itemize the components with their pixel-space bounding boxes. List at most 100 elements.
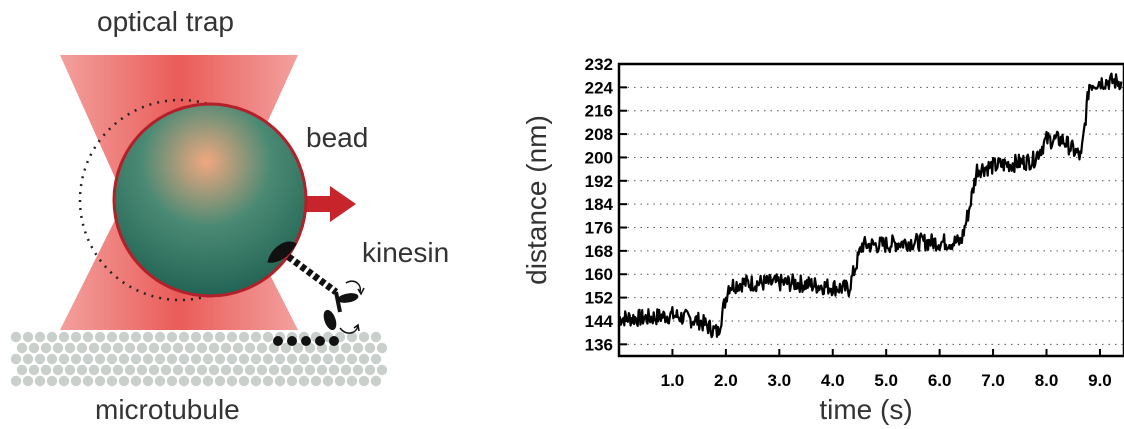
microtubule-subunit [118, 375, 130, 387]
microtubule-subunit [58, 353, 70, 365]
microtubule-subunit [82, 331, 94, 343]
microtubule-subunit [244, 342, 256, 354]
microtubule-subunit [106, 331, 118, 343]
chart: 136144152160168176184192200208216224232 … [585, 55, 1124, 390]
microtubule-subunit [250, 375, 262, 387]
microtubule-subunit [286, 353, 298, 365]
microtubule-subunit [34, 331, 46, 343]
microtubule-subunit [292, 364, 304, 376]
microtubule-subunit [370, 331, 382, 343]
microtubule-subunit [166, 375, 178, 387]
microtubule-subunit [160, 364, 172, 376]
microtubule-subunit [112, 342, 124, 354]
microtubule-subunit [118, 353, 130, 365]
microtubule-subunit [298, 353, 310, 365]
microtubule-subunit [280, 342, 292, 354]
microtubule-subunit [280, 364, 292, 376]
microtubule-subunit [184, 342, 196, 354]
microtubule-subunit [274, 353, 286, 365]
microtubule-subunit [154, 331, 166, 343]
x-tick-label: 1.0 [661, 371, 685, 390]
microtubule-subunit [232, 342, 244, 354]
microtubule-subunit [196, 364, 208, 376]
microtubule-subunit [106, 353, 118, 365]
microtubule-subunit [142, 331, 154, 343]
microtubule-subunit [34, 375, 46, 387]
microtubule-subunit [220, 342, 232, 354]
microtubule-label: microtubule [95, 394, 240, 425]
microtubule-subunit [130, 353, 142, 365]
microtubule-subunit [160, 342, 172, 354]
microtubule-subunit [52, 364, 64, 376]
x-axis-label: time (s) [819, 394, 913, 425]
microtubule-subunit [34, 353, 46, 365]
microtubule-subunit [88, 342, 100, 354]
microtubule-subunit [46, 353, 58, 365]
y-tick-label: 176 [585, 219, 613, 238]
microtubule-subunit [82, 353, 94, 365]
microtubule-subunit [334, 375, 346, 387]
microtubule-subunit [358, 331, 370, 343]
microtubule-subunit [352, 342, 364, 354]
microtubule-subunit [178, 375, 190, 387]
microtubule-subunit [148, 342, 160, 354]
y-tick-label: 168 [585, 242, 613, 261]
microtubule-subunit [286, 375, 298, 387]
microtubule-subunit [136, 342, 148, 354]
y-tick-label: 200 [585, 148, 613, 167]
microtubule-subunit [340, 364, 352, 376]
y-tick-label: 136 [585, 335, 613, 354]
microtubule-subunit [322, 353, 334, 365]
microtubule-subunit [82, 375, 94, 387]
x-tick-label: 3.0 [767, 371, 791, 390]
microtubule-subunit [22, 375, 34, 387]
x-tick-label: 9.0 [1088, 371, 1112, 390]
microtubule-subunit [358, 375, 370, 387]
microtubule-lattice [10, 331, 388, 387]
y-tick-label: 216 [585, 102, 613, 121]
microtubule-subunit [274, 375, 286, 387]
microtubule-subunit [214, 353, 226, 365]
microtubule-subunit [178, 353, 190, 365]
y-tick-label: 192 [585, 172, 613, 191]
y-tick-label: 208 [585, 125, 613, 144]
kinesin-motor [267, 241, 365, 346]
microtubule-subunit [238, 353, 250, 365]
microtubule-subunit [184, 364, 196, 376]
microtubule-subunit [310, 375, 322, 387]
microtubule-subunit [364, 364, 376, 376]
microtubule-subunit [94, 331, 106, 343]
microtubule-subunit [190, 375, 202, 387]
microtubule-subunit [346, 353, 358, 365]
microtubule-subunit [112, 364, 124, 376]
kinesin-label: kinesin [362, 237, 450, 268]
y-tick-label: 144 [585, 312, 614, 331]
microtubule-subunit [376, 364, 388, 376]
microtubule-subunit [154, 375, 166, 387]
microtubule-subunit [256, 364, 268, 376]
microtubule-subunit [172, 364, 184, 376]
microtubule-subunit [208, 342, 220, 354]
microtubule-subunit [10, 375, 22, 387]
microtubule-subunit [358, 353, 370, 365]
microtubule-subunit [226, 331, 238, 343]
microtubule-subunit [364, 342, 376, 354]
y-tick-label: 224 [585, 78, 614, 97]
microtubule-subunit [28, 342, 40, 354]
microtubule-subunit [178, 331, 190, 343]
microtubule-subunit [94, 375, 106, 387]
microtubule-subunit [352, 364, 364, 376]
microtubule-subunit [250, 353, 262, 365]
microtubule-subunit [64, 364, 76, 376]
microtubule-subunit [22, 353, 34, 365]
microtubule-subunit [226, 353, 238, 365]
microtubule-subunit [124, 342, 136, 354]
microtubule-subunit [370, 353, 382, 365]
microtubule-subunit [142, 375, 154, 387]
microtubule-subunit [28, 364, 40, 376]
microtubule-subunit [202, 331, 214, 343]
microtubule-subunit [328, 364, 340, 376]
microtubule-subunit [268, 364, 280, 376]
microtubule-subunit [250, 331, 262, 343]
microtubule-subunit [208, 364, 220, 376]
